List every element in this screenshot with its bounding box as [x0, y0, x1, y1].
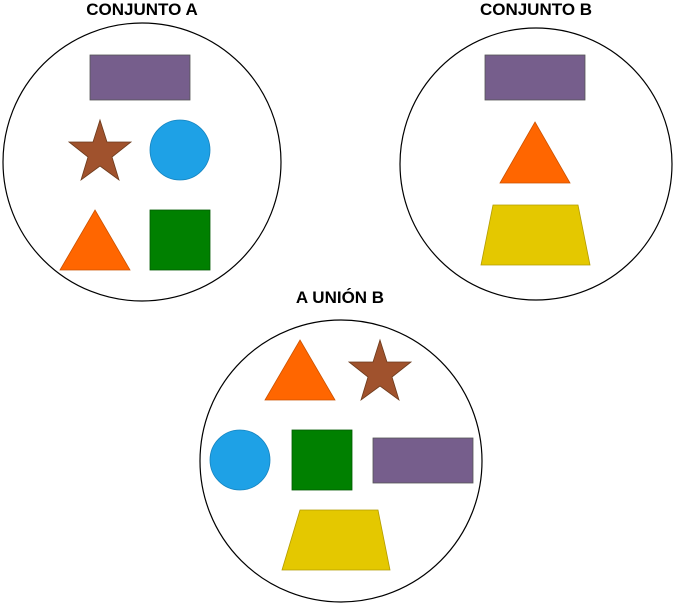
union-square [291, 429, 353, 491]
union-trapezoid [281, 509, 391, 571]
union-title: A UNIÓN B [295, 288, 385, 307]
union-star [347, 338, 413, 402]
set-b-title: CONJUNTO B [479, 0, 593, 19]
set-a-title: CONJUNTO A [86, 0, 198, 19]
union-triangle [264, 339, 336, 401]
set-a-group [2, 22, 282, 302]
set-b-rectangle [484, 54, 586, 101]
set-a-star [67, 118, 133, 182]
union-blue-circle [209, 429, 271, 491]
set-a-square [149, 209, 211, 271]
union-group [199, 319, 483, 603]
set-a-rectangle [89, 54, 191, 101]
set-a-blue-circle [149, 119, 211, 181]
union-rectangle [372, 437, 474, 484]
set-b-triangle [499, 121, 571, 184]
set-b-trapezoid [480, 204, 591, 266]
set-a-triangle [59, 209, 131, 271]
set-a-circle [2, 22, 282, 302]
set-b-group [399, 27, 673, 301]
